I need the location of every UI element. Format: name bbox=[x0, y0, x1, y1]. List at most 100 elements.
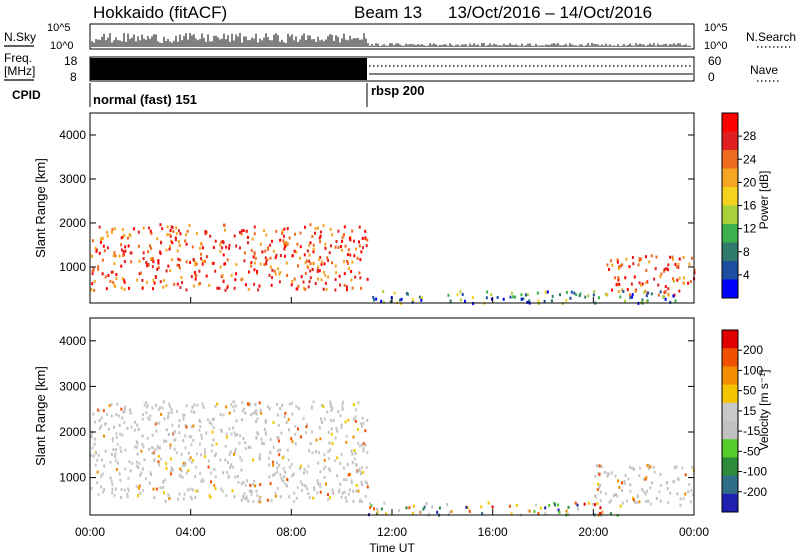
heatmap-cell bbox=[354, 275, 357, 279]
heatmap-cell bbox=[270, 283, 273, 287]
heatmap-cell bbox=[354, 415, 357, 419]
heatmap-cell bbox=[309, 441, 312, 445]
heatmap-cell bbox=[678, 289, 681, 293]
heatmap-cell bbox=[114, 254, 117, 258]
heatmap-cell bbox=[313, 487, 316, 491]
heatmap-cell bbox=[232, 400, 235, 404]
heatmap-cell bbox=[228, 243, 231, 247]
heatmap-cell bbox=[159, 486, 162, 490]
heatmap-cell bbox=[128, 232, 131, 236]
heatmap-cell bbox=[449, 299, 452, 303]
heatmap-cell bbox=[123, 421, 126, 425]
heatmap-cell bbox=[130, 425, 133, 429]
heatmap-cell bbox=[596, 487, 599, 491]
heatmap-cell bbox=[168, 402, 171, 406]
heatmap-cell bbox=[676, 492, 679, 496]
heatmap-cell bbox=[96, 481, 99, 485]
heatmap-cell bbox=[112, 280, 115, 284]
heatmap-cell bbox=[148, 447, 151, 451]
heatmap-cell bbox=[594, 495, 597, 499]
heatmap-cell bbox=[190, 443, 193, 447]
heatmap-cell bbox=[653, 470, 656, 474]
heatmap-cell bbox=[123, 287, 126, 291]
heatmap-cell bbox=[359, 472, 362, 476]
heatmap-cell bbox=[170, 258, 173, 262]
heatmap-cell bbox=[290, 462, 293, 466]
heatmap-cell bbox=[233, 452, 236, 456]
heatmap-cell bbox=[283, 254, 286, 258]
heatmap-cell bbox=[629, 296, 632, 300]
heatmap-cell bbox=[672, 279, 675, 283]
heatmap-cell bbox=[175, 410, 178, 414]
heatmap-cell bbox=[393, 291, 396, 295]
heatmap-cell bbox=[286, 227, 289, 231]
heatmap-cell bbox=[266, 405, 269, 409]
heatmap-cell bbox=[606, 263, 609, 267]
heatmap-cell bbox=[420, 296, 423, 300]
heatmap-cell bbox=[225, 245, 228, 249]
heatmap-cell bbox=[154, 448, 157, 452]
heatmap-cell bbox=[222, 471, 225, 475]
heatmap-cell bbox=[365, 244, 368, 248]
heatmap-cell bbox=[336, 456, 339, 460]
heatmap-cell bbox=[664, 285, 667, 289]
heatmap-cell bbox=[214, 452, 217, 456]
heatmap-cell bbox=[323, 453, 326, 457]
heatmap-cell bbox=[673, 466, 676, 470]
heatmap-cell bbox=[354, 408, 357, 412]
heatmap-cell bbox=[93, 279, 96, 283]
heatmap-cell bbox=[664, 289, 667, 293]
heatmap-cell bbox=[179, 232, 182, 236]
heatmap-cell bbox=[621, 501, 624, 505]
heatmap-cell bbox=[115, 448, 118, 452]
heatmap-cell bbox=[618, 283, 621, 287]
heatmap-cell bbox=[188, 435, 191, 439]
power-colorbar-label: Power [dB] bbox=[757, 171, 771, 230]
heatmap-cell bbox=[266, 498, 269, 502]
heatmap-cell bbox=[168, 247, 171, 251]
heatmap-cell bbox=[593, 503, 596, 507]
heatmap-cell bbox=[565, 290, 568, 294]
heatmap-cell bbox=[156, 267, 159, 271]
heatmap-cell bbox=[345, 499, 348, 503]
heatmap-cell bbox=[253, 225, 256, 229]
heatmap-cell bbox=[343, 490, 346, 494]
colorbar-tick-label: 100 bbox=[743, 363, 763, 377]
heatmap-cell bbox=[250, 249, 253, 253]
heatmap-cell bbox=[216, 402, 219, 406]
heatmap-cell bbox=[370, 504, 373, 508]
heatmap-cell bbox=[360, 286, 363, 290]
heatmap-cell bbox=[170, 239, 173, 243]
heatmap-cell bbox=[124, 407, 127, 411]
heatmap-cell bbox=[664, 297, 667, 301]
heatmap-cell bbox=[472, 302, 475, 306]
power-panel: 1000 2000 3000 4000 Slant Range [km] 28 24 20… bbox=[33, 112, 771, 306]
heatmap-cell bbox=[182, 497, 185, 501]
heatmap-cell bbox=[626, 499, 629, 503]
heatmap-cell bbox=[182, 439, 185, 443]
heatmap-cell bbox=[279, 254, 282, 258]
heatmap-cell bbox=[199, 453, 202, 457]
heatmap-cell bbox=[329, 418, 332, 422]
heatmap-cell bbox=[268, 463, 271, 467]
heatmap-cell bbox=[223, 223, 226, 227]
heatmap-cell bbox=[202, 479, 205, 483]
heatmap-cell bbox=[682, 276, 685, 280]
heatmap-cell bbox=[360, 250, 363, 254]
heatmap-cell bbox=[567, 505, 570, 509]
colorbar-swatch bbox=[722, 330, 738, 349]
heatmap-cell bbox=[314, 281, 317, 285]
heatmap-cell bbox=[360, 480, 363, 484]
heatmap-cell bbox=[247, 241, 250, 245]
heatmap-cell bbox=[111, 227, 114, 231]
heatmap-cell bbox=[186, 488, 189, 492]
heatmap-cell bbox=[689, 500, 692, 504]
heatmap-cell bbox=[161, 406, 164, 410]
heatmap-cell bbox=[200, 257, 203, 261]
heatmap-cell bbox=[197, 282, 200, 286]
heatmap-cell bbox=[154, 275, 157, 279]
heatmap-cell bbox=[194, 277, 197, 281]
velocity-y-axis-label: Slant Range [km] bbox=[33, 366, 48, 466]
heatmap-cell bbox=[99, 240, 102, 244]
heatmap-cell bbox=[121, 277, 124, 281]
